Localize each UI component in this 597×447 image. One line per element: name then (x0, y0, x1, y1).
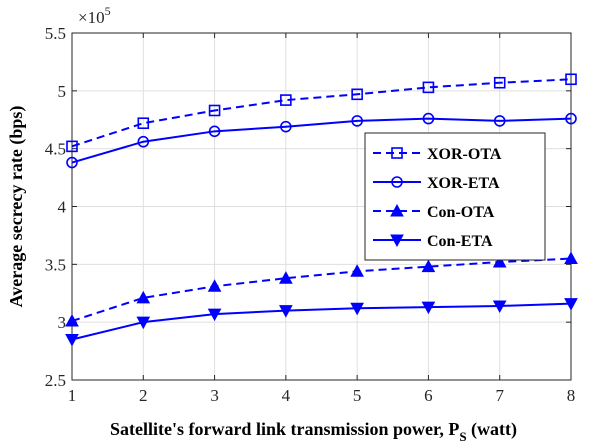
data-point-xor-eta (493, 115, 506, 127)
legend-swatch-marker (391, 176, 403, 188)
y-tick-label: 5.5 (45, 24, 66, 43)
legend-label: Con-ETA (427, 233, 493, 250)
data-point-con-eta (421, 301, 436, 315)
data-point-con-eta (350, 302, 364, 316)
x-tick-label: 3 (210, 386, 219, 405)
data-point-xor-ota (137, 117, 150, 130)
y-tick-label: 4 (58, 198, 67, 217)
data-point-xor-eta (565, 112, 577, 125)
x-tick-label: 1 (68, 386, 77, 405)
x-tick-label: 8 (567, 386, 576, 405)
data-point-xor-ota (351, 88, 363, 101)
data-point-xor-ota (208, 104, 221, 117)
data-point-con-ota (564, 251, 578, 265)
y-exponent-label: ×105 (78, 4, 111, 27)
y-tick-label: 3 (58, 313, 67, 332)
data-point-con-ota (350, 264, 364, 277)
series-line-xor-eta (71, 117, 572, 164)
x-tick-label: 5 (353, 386, 362, 405)
data-point-xor-ota (493, 76, 506, 89)
y-tick-label: 5 (58, 82, 67, 101)
data-point-con-ota (492, 254, 507, 268)
x-tick-label: 2 (139, 386, 148, 405)
legend-item-con-ota: Con-OTA (373, 203, 495, 221)
y-axis-label: Average secrecy rate (bps) (6, 106, 27, 308)
data-point-con-eta (136, 316, 151, 330)
data-point-xor-ota (66, 140, 78, 153)
data-point-con-ota (279, 271, 293, 284)
data-point-xor-eta (137, 135, 150, 148)
legend-item-con-eta: Con-ETA (373, 233, 493, 250)
series-xor-eta (66, 112, 577, 169)
series-line-xor-ota (71, 78, 572, 148)
legend-label: XOR-OTA (427, 146, 502, 163)
legend-label: Con-OTA (427, 204, 495, 221)
x-tick-label: 6 (424, 386, 433, 405)
data-point-xor-eta (66, 156, 78, 169)
data-point-con-eta (207, 308, 222, 322)
x-tick-label: 7 (495, 386, 504, 405)
legend-label: XOR-ETA (427, 175, 500, 192)
series-con-ota (65, 251, 578, 327)
legend-item-xor-eta: XOR-ETA (373, 175, 500, 192)
legend-item-xor-ota: XOR-OTA (373, 146, 502, 163)
data-point-con-ota (421, 259, 436, 273)
data-point-con-eta (65, 334, 79, 347)
series-con-eta (65, 298, 578, 347)
data-point-con-eta (564, 298, 578, 311)
data-point-con-ota (207, 279, 222, 292)
series-line-con-ota (71, 257, 572, 322)
x-tick-label: 4 (282, 386, 291, 405)
y-tick-label: 3.5 (45, 255, 66, 274)
legend: XOR-OTA XOR-ETA Con-OTA Con-ETA (364, 132, 546, 261)
data-point-con-eta (492, 300, 507, 314)
data-point-con-ota (136, 290, 151, 304)
data-point-xor-eta (208, 125, 221, 138)
data-point-con-eta (279, 305, 293, 318)
legend-swatch-marker (390, 203, 404, 217)
series-line-con-eta (71, 302, 572, 341)
axis-ticks: 1 2 3 4 5 6 7 8 2.5 3 3.5 4 4.5 5 5.5 (45, 24, 576, 405)
data-point-xor-ota (280, 94, 292, 106)
x-axis-label: Satellite's forward link transmission po… (110, 419, 517, 444)
data-point-xor-eta (351, 115, 363, 127)
data-point-xor-eta (280, 120, 292, 133)
series-layer (65, 73, 578, 347)
legend-swatch-marker (390, 234, 404, 248)
data-point-con-ota (65, 313, 79, 327)
series-xor-ota (66, 73, 577, 153)
legend-swatch-marker (391, 147, 403, 159)
data-point-xor-ota (565, 73, 577, 86)
data-point-xor-eta (422, 112, 435, 125)
y-tick-label: 2.5 (45, 371, 66, 390)
data-point-xor-ota (422, 81, 435, 94)
y-tick-label: 4.5 (45, 140, 66, 159)
